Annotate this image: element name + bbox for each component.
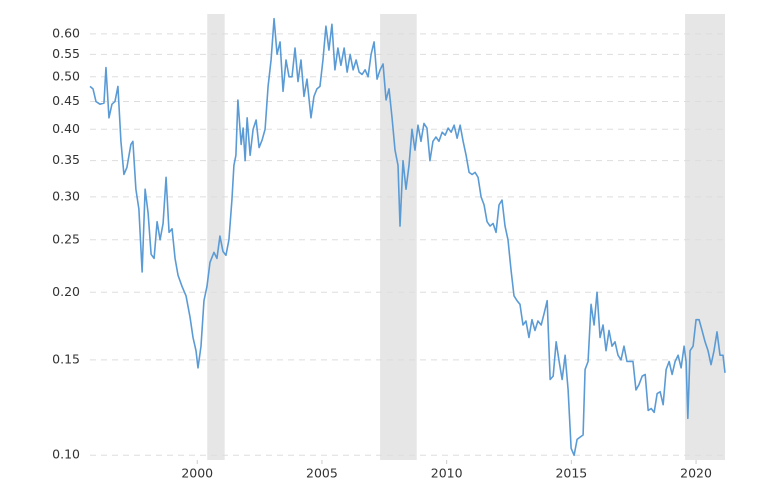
shaded-range [207, 14, 225, 460]
y-tick-label: 0.30 [52, 188, 80, 203]
x-tick-label: 2005 [306, 466, 338, 481]
y-tick-label: 0.60 [52, 25, 80, 40]
y-tick-label: 0.45 [52, 93, 80, 108]
x-tick-label: 2000 [181, 466, 213, 481]
y-tick-label: 0.35 [52, 152, 80, 167]
x-tick-label: 2015 [555, 466, 587, 481]
y-tick-label: 0.15 [52, 351, 80, 366]
shaded-range [685, 14, 725, 460]
x-tick-label: 2020 [680, 466, 712, 481]
x-tick-label: 2010 [431, 466, 463, 481]
y-tick-label: 0.50 [52, 68, 80, 83]
shaded-range [380, 14, 417, 460]
y-tick-label: 0.25 [52, 231, 80, 246]
y-tick-label: 0.40 [52, 121, 80, 136]
y-tick-label: 0.55 [52, 46, 80, 61]
y-tick-label: 0.10 [52, 447, 80, 462]
data-line [89, 17, 726, 457]
y-tick-label: 0.20 [52, 284, 80, 299]
